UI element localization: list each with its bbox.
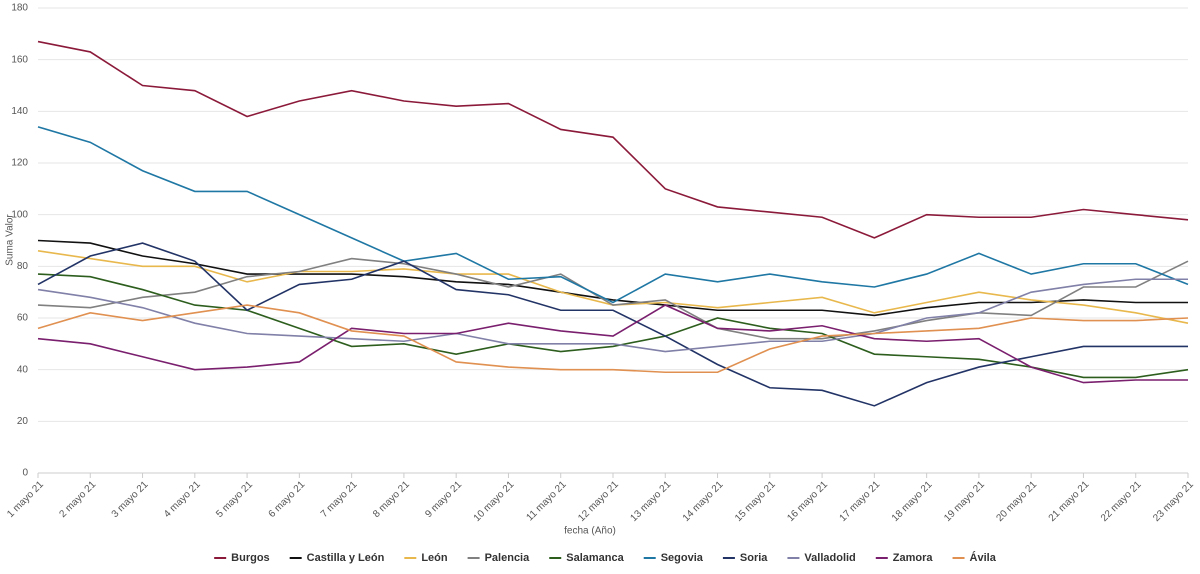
legend-item: Zamora (875, 552, 934, 564)
x-tick-label: 2 mayo 21 (57, 479, 98, 520)
x-tick-label: 20 mayo 21 (994, 479, 1039, 524)
series-line (37, 273, 1189, 379)
x-tick-label: 22 mayo 21 (1099, 479, 1144, 524)
y-tick-label: 100 (11, 209, 28, 220)
series-line (37, 242, 1188, 407)
y-tick-label: 20 (17, 416, 29, 427)
x-tick-label: 8 mayo 21 (371, 479, 412, 520)
x-tick-label: 7 mayo 21 (319, 479, 360, 520)
y-tick-label: 120 (11, 158, 28, 169)
legend-label: Ávila (970, 551, 997, 564)
legend-item: Segovia (643, 552, 704, 564)
legend-item: Burgos (214, 552, 270, 564)
legend-label: León (421, 552, 448, 564)
x-tick-label: 13 mayo 21 (629, 479, 674, 524)
series-line (37, 257, 1189, 340)
legend-label: Soria (740, 552, 768, 564)
legend-label: Salamanca (566, 552, 624, 564)
x-tick-label: 15 mayo 21 (733, 479, 778, 524)
x-tick-label: 16 mayo 21 (785, 479, 830, 524)
x-tick-label: 23 mayo 21 (1151, 479, 1196, 524)
legend-item: Ávila (952, 551, 997, 564)
y-tick-label: 0 (22, 468, 28, 479)
legend-label: Burgos (231, 552, 270, 564)
y-tick-label: 140 (11, 106, 28, 117)
x-tick-label: 5 mayo 21 (214, 479, 255, 520)
x-tick-label: 9 mayo 21 (423, 479, 464, 520)
legend-item: Palencia (467, 552, 531, 564)
y-tick-label: 160 (11, 54, 28, 65)
x-tick-label: 11 mayo 21 (525, 479, 570, 524)
y-tick-label: 60 (17, 313, 29, 324)
series-line (37, 40, 1189, 239)
y-tick-label: 80 (17, 261, 29, 272)
series-line (37, 278, 1188, 353)
x-tick-label: 18 mayo 21 (890, 479, 935, 524)
y-tick-label: 180 (11, 3, 28, 14)
legend-label: Palencia (485, 552, 531, 564)
x-axis-label: fecha (Año) (564, 526, 616, 537)
x-tick-label: 4 mayo 21 (162, 479, 203, 520)
legend-label: Segovia (661, 552, 704, 564)
series-line (37, 304, 1188, 384)
legend: Burgos Castilla y León León Palencia Salaman… (214, 551, 997, 564)
legend-item: Soria (722, 552, 768, 564)
legend-item: Valladolid (787, 552, 856, 564)
legend-label: Valladolid (804, 552, 855, 564)
x-tick-label: 19 mayo 21 (942, 479, 987, 524)
y-axis-label: Suma Valor (5, 214, 16, 266)
x-tick-label: 1 mayo 21 (5, 479, 46, 520)
legend-label: Castilla y León (307, 552, 385, 564)
legend-item: Salamanca (549, 552, 625, 564)
x-tick-label: 14 mayo 21 (681, 479, 726, 524)
series-line (37, 304, 1189, 374)
x-tick-label: 3 mayo 21 (110, 479, 151, 520)
legend-item: Castilla y León (289, 552, 385, 564)
x-tick-label: 6 mayo 21 (267, 479, 308, 520)
series-line (37, 126, 1189, 304)
legend-label: Zamora (893, 552, 934, 564)
series-line (37, 239, 1188, 317)
x-tick-label: 10 mayo 21 (472, 479, 517, 524)
x-tick-label: 17 mayo 21 (838, 479, 883, 524)
legend-item: León (404, 552, 448, 564)
y-tick-label: 40 (17, 364, 29, 375)
x-tick-label: 12 mayo 21 (576, 479, 621, 524)
x-tick-label: 21 mayo 21 (1047, 479, 1092, 524)
